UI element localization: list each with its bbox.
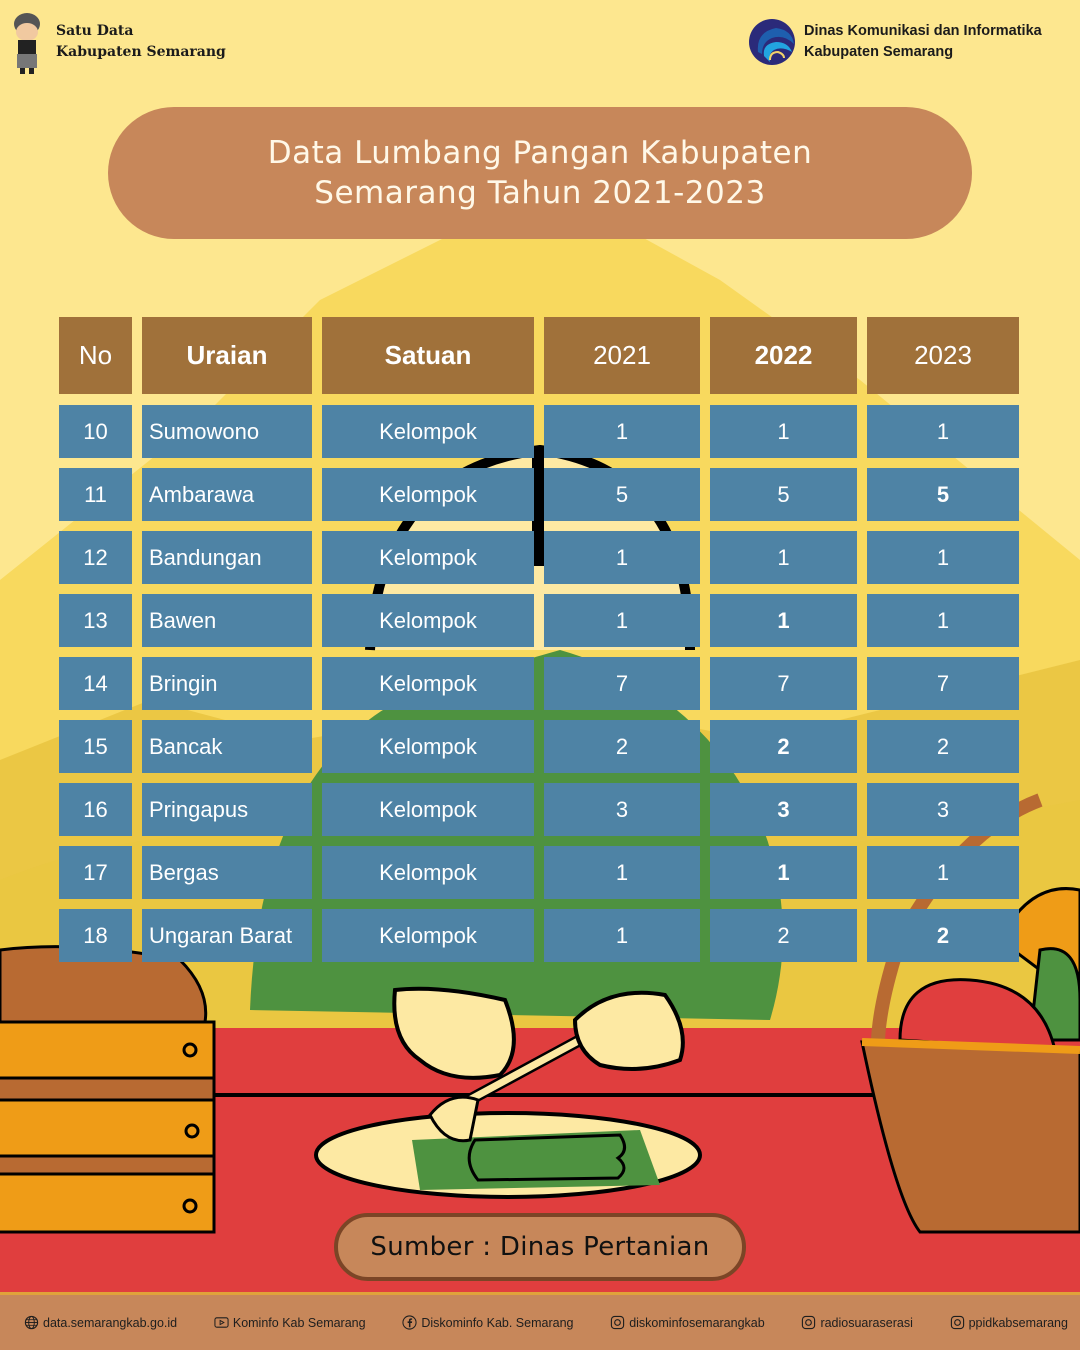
source-label: Sumber : Dinas Pertanian	[370, 1232, 710, 1262]
cell-satuan: Kelompok	[322, 531, 534, 584]
footer-label: data.semarangkab.go.id	[43, 1315, 178, 1330]
footer-instagram-link[interactable]: diskominfosemarangkab	[610, 1315, 765, 1330]
cell-uraian: Ungaran Barat	[142, 909, 312, 962]
cell-2023: 7	[867, 657, 1019, 710]
cell-satuan: Kelompok	[322, 720, 534, 773]
header-2021: 2021	[544, 317, 700, 394]
footer-instagram-link[interactable]: radiosuaraserasi	[801, 1315, 913, 1330]
cell-2021: 3	[544, 783, 700, 836]
cell-uraian: Sumowono	[142, 405, 312, 458]
cell-no: 15	[59, 720, 132, 773]
cell-2022: 2	[710, 909, 857, 962]
cell-no: 14	[59, 657, 132, 710]
header-2022: 2022	[710, 317, 857, 394]
cell-satuan: Kelompok	[322, 594, 534, 647]
brand-right-line2: Kabupaten Semarang	[804, 44, 954, 60]
cell-2022: 1	[710, 594, 857, 647]
cell-satuan: Kelompok	[322, 909, 534, 962]
cell-satuan: Kelompok	[322, 657, 534, 710]
youtube-icon	[214, 1317, 229, 1328]
footer-youtube-link[interactable]: Kominfo Kab Semarang	[214, 1315, 366, 1330]
footer-label: Kominfo Kab Semarang	[232, 1315, 366, 1330]
footer-label: radiosuaraserasi	[820, 1315, 913, 1330]
brand-left-line2: Kabupaten Semarang	[56, 44, 226, 60]
cell-2023: 1	[867, 846, 1019, 899]
footer-label: Diskominfo Kab. Semarang	[421, 1315, 574, 1330]
source-badge: Sumber : Dinas Pertanian	[334, 1213, 746, 1281]
instagram-icon	[611, 1315, 625, 1330]
kominfo-brand: Dinas Komunikasi dan Informatika Kabupat…	[748, 18, 1042, 66]
header-satuan: Satuan	[322, 317, 534, 394]
cell-satuan: Kelompok	[322, 783, 534, 836]
cell-uraian: Pringapus	[142, 783, 312, 836]
cell-uraian: Bergas	[142, 846, 312, 899]
cell-uraian: Bancak	[142, 720, 312, 773]
kominfo-logo-icon	[749, 19, 795, 65]
cell-no: 16	[59, 783, 132, 836]
mascot-icon	[14, 13, 40, 74]
cell-2023: 5	[867, 468, 1019, 521]
footer-label: ppidkabsemarang	[968, 1315, 1068, 1330]
page-title: Data Lumbang Pangan Kabupaten Semarang T…	[268, 133, 813, 213]
footer-facebook-link[interactable]: Diskominfo Kab. Semarang	[402, 1315, 573, 1330]
cell-2022: 5	[710, 468, 857, 521]
header-uraian: Uraian	[142, 317, 312, 394]
cell-2023: 1	[867, 594, 1019, 647]
cell-2021: 2	[544, 720, 700, 773]
instagram-icon	[802, 1315, 816, 1330]
title-banner: Data Lumbang Pangan Kabupaten Semarang T…	[108, 107, 972, 239]
footer-label: diskominfosemarangkab	[629, 1315, 765, 1330]
title-line2: Semarang Tahun 2021-2023	[314, 175, 766, 211]
cell-uraian: Bringin	[142, 657, 312, 710]
header-no: No	[59, 317, 132, 394]
header-2023: 2023	[867, 317, 1019, 394]
data-table: No Uraian Satuan 2021 2022 2023 10 Sumow…	[59, 317, 1019, 972]
cell-2023: 3	[867, 783, 1019, 836]
globe-icon	[24, 1315, 39, 1330]
cell-no: 10	[59, 405, 132, 458]
brand-left-line1: Satu Data	[56, 23, 134, 39]
cell-2021: 5	[544, 468, 700, 521]
cell-2021: 1	[544, 909, 700, 962]
cell-2022: 3	[710, 783, 857, 836]
cell-2022: 2	[710, 720, 857, 773]
cell-2021: 1	[544, 846, 700, 899]
cell-2022: 1	[710, 405, 857, 458]
cell-satuan: Kelompok	[322, 846, 534, 899]
title-line1: Data Lumbang Pangan Kabupaten	[267, 135, 813, 171]
cell-no: 17	[59, 846, 132, 899]
cell-2021: 1	[544, 594, 700, 647]
cell-satuan: Kelompok	[322, 405, 534, 458]
satu-data-brand: Satu Data Kabupaten Semarang	[8, 10, 226, 74]
cell-2021: 1	[544, 405, 700, 458]
facebook-icon	[402, 1315, 417, 1330]
cell-no: 11	[59, 468, 132, 521]
cell-2022: 1	[710, 531, 857, 584]
cell-2021: 1	[544, 531, 700, 584]
footer-website-link[interactable]: data.semarangkab.go.id	[24, 1315, 177, 1330]
cell-2023: 1	[867, 531, 1019, 584]
cell-satuan: Kelompok	[322, 468, 534, 521]
cell-no: 12	[59, 531, 132, 584]
footer-instagram-link[interactable]: ppidkabsemarang	[950, 1315, 1068, 1330]
cell-2023: 1	[867, 405, 1019, 458]
footer-bar: data.semarangkab.go.id Kominfo Kab Semar…	[0, 1292, 1080, 1350]
instagram-icon	[950, 1315, 964, 1330]
cell-no: 13	[59, 594, 132, 647]
cell-2023: 2	[867, 720, 1019, 773]
cell-2023: 2	[867, 909, 1019, 962]
cell-no: 18	[59, 909, 132, 962]
brand-right-line1: Dinas Komunikasi dan Informatika	[804, 23, 1042, 39]
cell-uraian: Ambarawa	[142, 468, 312, 521]
cell-2022: 1	[710, 846, 857, 899]
cell-2022: 7	[710, 657, 857, 710]
cell-uraian: Bawen	[142, 594, 312, 647]
cell-uraian: Bandungan	[142, 531, 312, 584]
cell-2021: 7	[544, 657, 700, 710]
